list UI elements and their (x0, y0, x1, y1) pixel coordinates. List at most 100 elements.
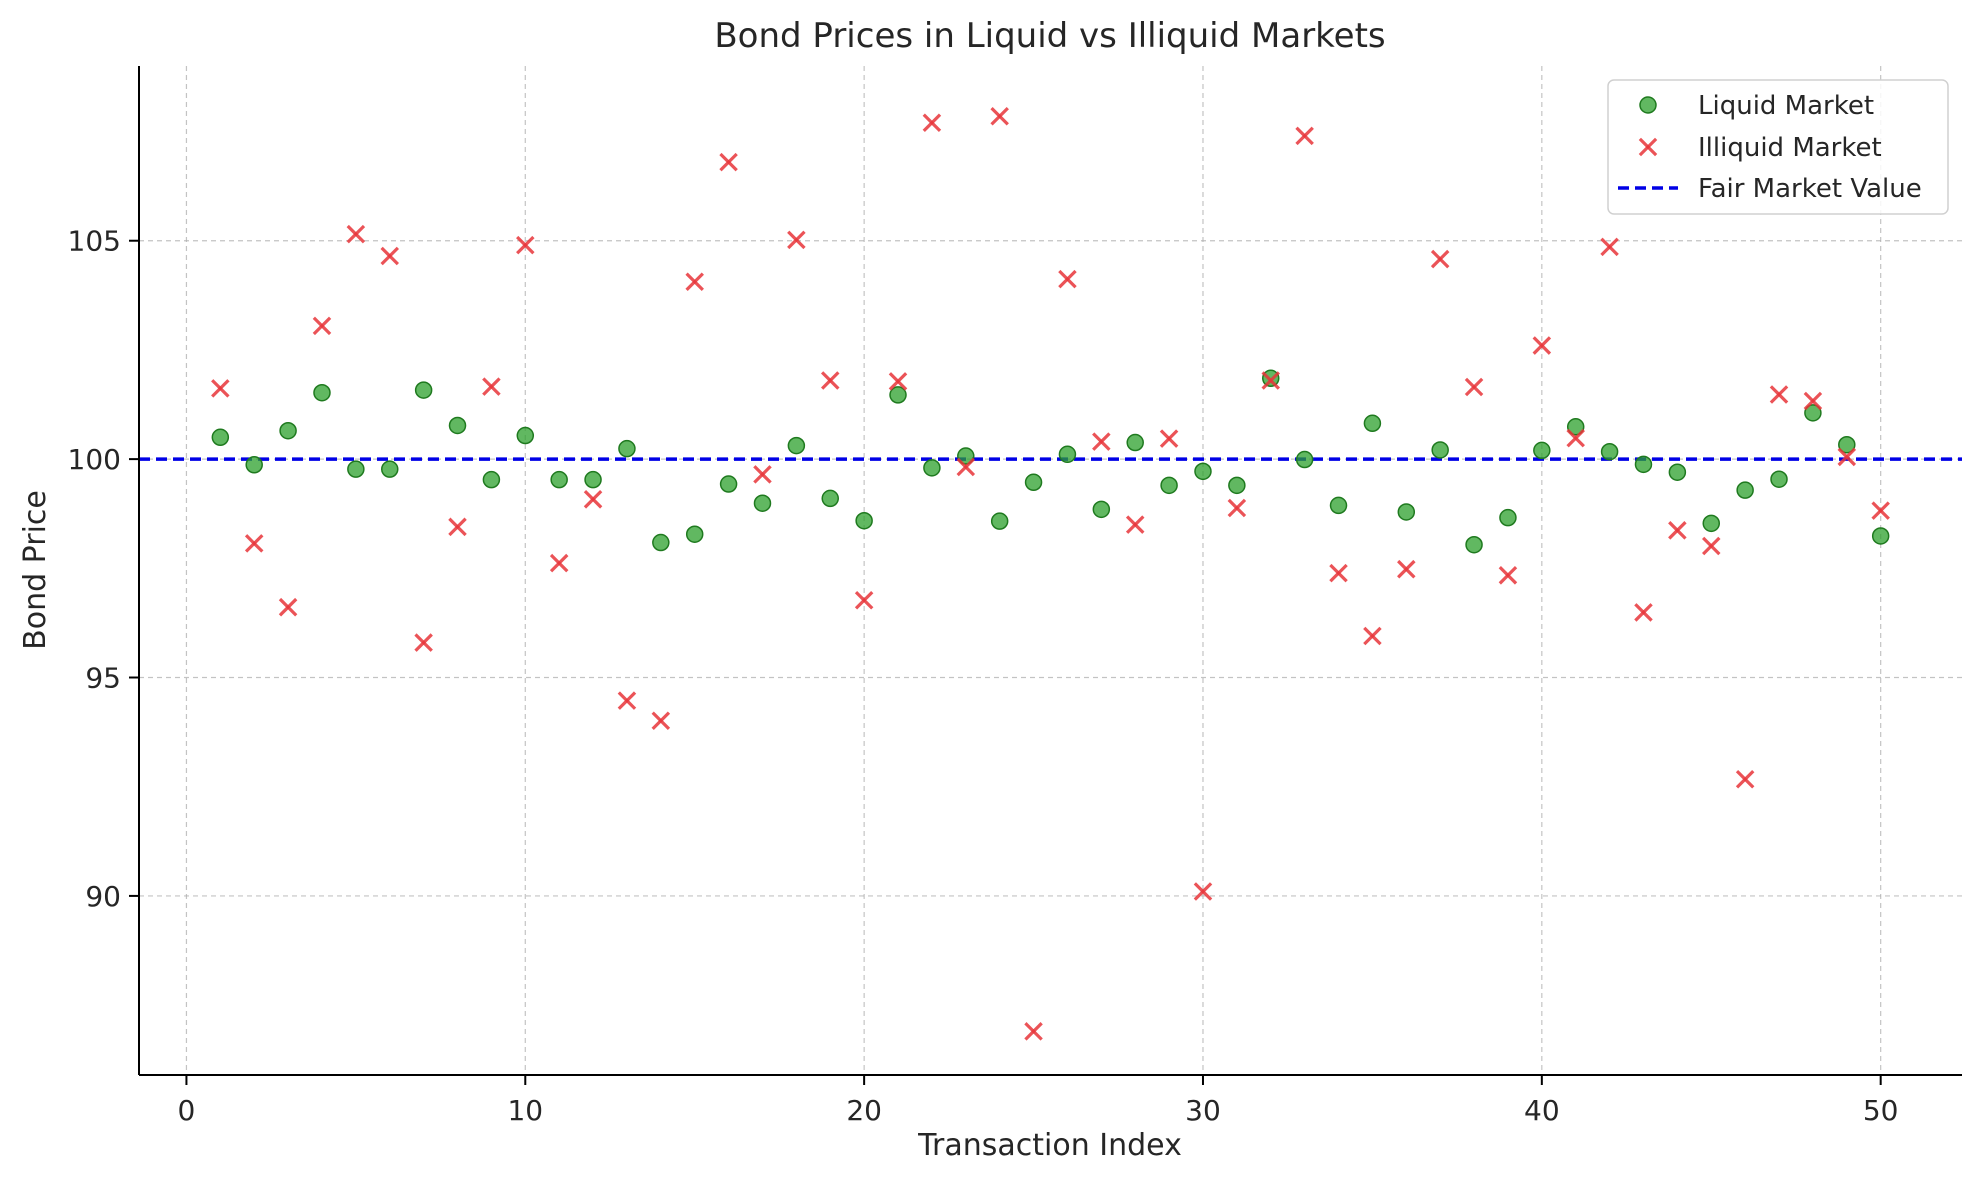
illiquid-market-point (1532, 336, 1552, 355)
illiquid-market-point (1397, 559, 1416, 579)
liquid-market-point (1431, 441, 1449, 459)
x-tick-label: 0 (178, 1094, 196, 1127)
illiquid-market-point (922, 113, 942, 133)
illiquid-market-point (787, 230, 806, 250)
illiquid-market-point (1837, 447, 1857, 467)
illiquid-market-point (1803, 391, 1823, 411)
illiquid-market-point (1634, 603, 1653, 622)
liquid-market-point (1092, 500, 1111, 519)
illiquid-market-point (854, 590, 874, 610)
illiquid-market-point (312, 316, 332, 336)
illiquid-market-point (1668, 521, 1687, 540)
liquid-market-point (719, 475, 738, 493)
illiquid-market-point (414, 633, 433, 652)
liquid-market-point (1702, 514, 1721, 533)
illiquid-market-point (583, 490, 603, 509)
illiquid-market-point (753, 465, 772, 484)
liquid-market-point (990, 512, 1009, 530)
x-tick-label: 20 (846, 1094, 882, 1127)
liquid-market-point (1533, 441, 1551, 460)
liquid-market-point (1465, 535, 1483, 554)
illiquid-market-point (1295, 126, 1314, 146)
liquid-market-point (1194, 462, 1212, 481)
liquid-market-point (1058, 445, 1077, 464)
illiquid-market-point (990, 106, 1009, 126)
legend-fair-value-label: Fair Market Value (1698, 174, 1922, 204)
illiquid-market-point (1701, 536, 1721, 556)
data-points (211, 106, 1890, 1041)
x-axis-label: Transaction Index (917, 1128, 1182, 1163)
illiquid-market-point (1871, 501, 1890, 520)
liquid-market-point (1634, 455, 1653, 474)
illiquid-market-point (1024, 1022, 1043, 1041)
liquid-market-point (1600, 442, 1619, 461)
liquid-market-point (957, 447, 975, 465)
liquid-market-point (482, 470, 501, 489)
liquid-market-point (1160, 476, 1178, 495)
liquid-market-point (347, 460, 365, 478)
liquid-market-point (1804, 404, 1822, 422)
illiquid-market-point (448, 517, 467, 537)
x-tick-label: 30 (1185, 1094, 1221, 1127)
liquid-market-point (245, 456, 263, 474)
x-tick-label: 50 (1863, 1094, 1899, 1127)
legend-illiquid-label: Illiquid Market (1698, 133, 1882, 163)
liquid-market-point (380, 460, 399, 478)
illiquid-market-point (1092, 432, 1111, 451)
liquid-market-point (889, 386, 907, 404)
legend: Liquid Market Illiquid Market Fair Marke… (1607, 79, 1949, 215)
y-tick-label: 90 (85, 880, 121, 913)
liquid-market-point (414, 381, 433, 399)
illiquid-market-point (1430, 249, 1450, 269)
liquid-market-point (211, 428, 230, 447)
y-tick-label: 105 (68, 225, 121, 258)
liquid-market-point (516, 426, 535, 445)
illiquid-market-point (1193, 882, 1213, 901)
illiquid-market-point (380, 246, 400, 266)
liquid-market-point (923, 459, 941, 477)
liquid-market-point (1566, 418, 1585, 436)
illiquid-market-point (1769, 385, 1789, 404)
legend-liquid-label: Liquid Market (1698, 91, 1874, 121)
illiquid-market-point (1125, 515, 1145, 534)
liquid-market-point (1295, 450, 1314, 469)
liquid-market-point (1838, 435, 1856, 454)
liquid-market-point (685, 525, 704, 543)
liquid-market-point (1024, 473, 1043, 492)
illiquid-market-point (956, 457, 976, 477)
illiquid-market-point (1464, 377, 1484, 397)
x-tick-label: 10 (507, 1094, 543, 1127)
illiquid-market-point (1566, 428, 1585, 448)
liquid-market-point (1499, 508, 1517, 527)
illiquid-market-point (278, 597, 298, 617)
liquid-market-point (1228, 476, 1246, 495)
liquid-market-point (313, 383, 331, 402)
liquid-market-point (821, 489, 839, 508)
illiquid-market-point (346, 224, 366, 244)
illiquid-market-point (1498, 566, 1518, 585)
axes (138, 66, 1962, 1076)
liquid-market-point (550, 470, 568, 489)
liquid-market-point (753, 494, 772, 512)
illiquid-market-point (1600, 237, 1619, 257)
legend-liquid-marker-icon (1639, 96, 1657, 114)
y-axis-label: Bond Price (18, 490, 53, 650)
liquid-market-point (618, 439, 636, 458)
illiquid-market-point (685, 272, 704, 292)
y-tick-label: 95 (85, 662, 121, 695)
liquid-market-point (1329, 496, 1348, 515)
illiquid-market-point (719, 152, 738, 172)
chart-title: Bond Prices in Liquid vs Illiquid Market… (714, 16, 1385, 56)
illiquid-market-point (1329, 563, 1348, 583)
illiquid-market-point (651, 711, 671, 731)
illiquid-market-point (820, 371, 840, 390)
tick-marks: 0 10 20 30 40 50 90 95 100 105 (68, 225, 1899, 1127)
illiquid-market-point (211, 379, 230, 398)
illiquid-market-point (617, 691, 637, 710)
legend-illiquid-marker-icon (1638, 137, 1658, 157)
liquid-market-point (1363, 414, 1382, 433)
illiquid-market-point (1363, 626, 1382, 646)
legend-box (1607, 79, 1949, 215)
illiquid-market-point (549, 553, 569, 573)
